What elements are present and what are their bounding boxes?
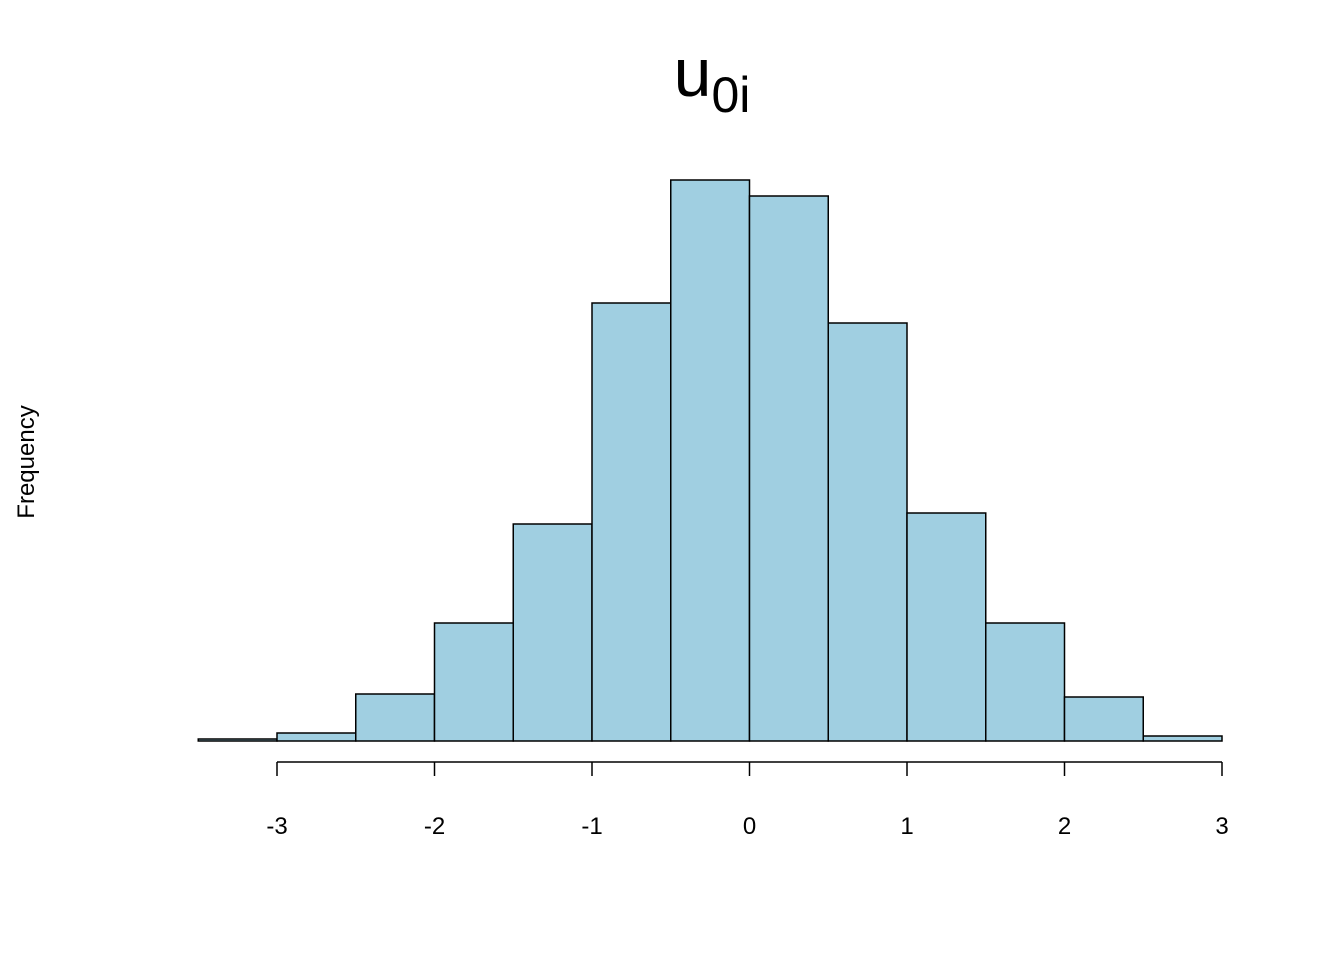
bar <box>433 622 514 742</box>
bar <box>985 622 1066 742</box>
title-subscript: 0i <box>711 67 750 123</box>
bar <box>355 693 436 742</box>
title-main: u <box>674 35 712 111</box>
bar <box>827 322 908 742</box>
bar <box>906 512 987 742</box>
bar <box>197 738 278 742</box>
x-tick-label: -1 <box>581 813 602 840</box>
bar <box>748 195 829 742</box>
x-tick-label: -2 <box>424 813 445 840</box>
y-axis-label: Frequency <box>13 405 40 518</box>
x-tick-label: 0 <box>743 813 756 840</box>
bar <box>1142 735 1223 742</box>
x-tick-label: 1 <box>900 813 913 840</box>
x-tick-label: -3 <box>266 813 287 840</box>
bar <box>512 523 593 742</box>
bar <box>591 302 672 742</box>
bar <box>276 732 357 742</box>
chart-title: u0i <box>674 35 751 123</box>
bar <box>1063 696 1144 742</box>
x-tick-label: 2 <box>1058 813 1071 840</box>
bar <box>670 179 751 742</box>
x-tick-label: 3 <box>1215 813 1228 840</box>
